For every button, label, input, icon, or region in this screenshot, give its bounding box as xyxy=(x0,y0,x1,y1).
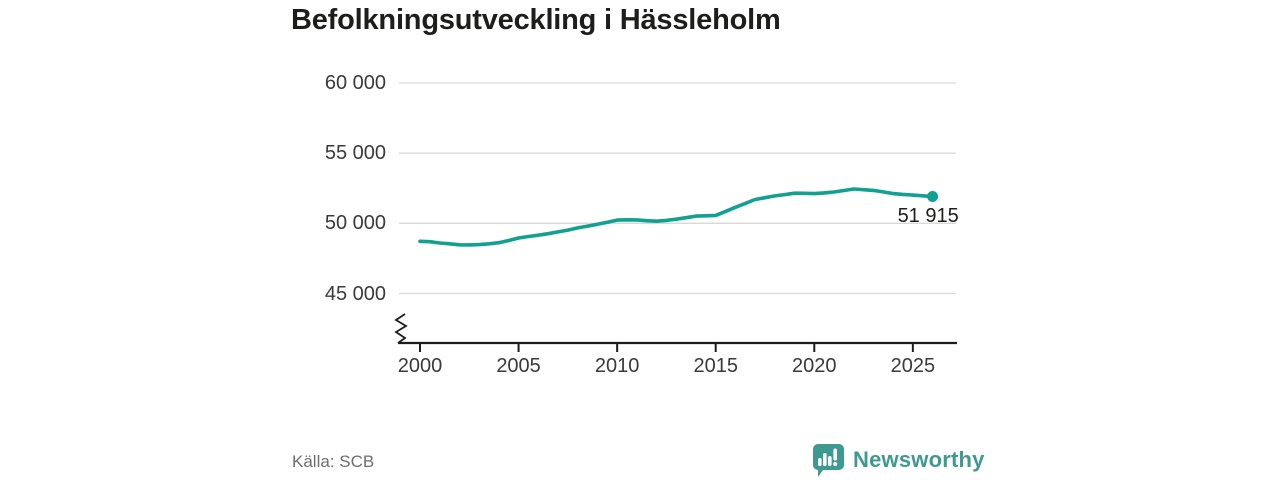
x-tick-label: 2010 xyxy=(594,355,640,377)
y-tick-label: 45 000 xyxy=(324,282,386,305)
x-tick-label: 2000 xyxy=(397,355,443,377)
newsworthy-logo-text: Newsworthy xyxy=(853,447,985,472)
population-series xyxy=(418,187,939,247)
newsworthy-logo-icon xyxy=(813,444,844,477)
latest-value-point xyxy=(927,191,939,202)
x-axis-ticks xyxy=(419,343,914,352)
logo-bar-icon xyxy=(828,456,832,466)
x-tick-label: 2015 xyxy=(693,355,738,377)
newsworthy-logo[interactable]: Newsworthy xyxy=(811,443,985,479)
y-axis-break-icon xyxy=(394,313,408,344)
y-tick-label: 60 000 xyxy=(324,72,386,94)
logo-bar-icon xyxy=(818,458,822,466)
latest-value-label: 51 915 xyxy=(897,205,959,228)
logo-bar-icon xyxy=(823,453,827,466)
x-tick-label: 2025 xyxy=(890,355,936,377)
logo-exclamation-icon xyxy=(833,448,837,461)
population-line xyxy=(418,187,935,247)
y-tick-label: 55 000 xyxy=(324,142,386,165)
logo-exclamation-dot-icon xyxy=(833,462,838,466)
source-caption: Källa: SCB xyxy=(292,452,375,471)
gridlines xyxy=(399,82,956,295)
y-tick-label: 50 000 xyxy=(324,212,386,235)
x-tick-label: 2020 xyxy=(792,355,837,377)
chart-title: Befolkningsutveckling i Hässleholm xyxy=(291,4,781,36)
x-tick-label: 2005 xyxy=(496,355,541,377)
